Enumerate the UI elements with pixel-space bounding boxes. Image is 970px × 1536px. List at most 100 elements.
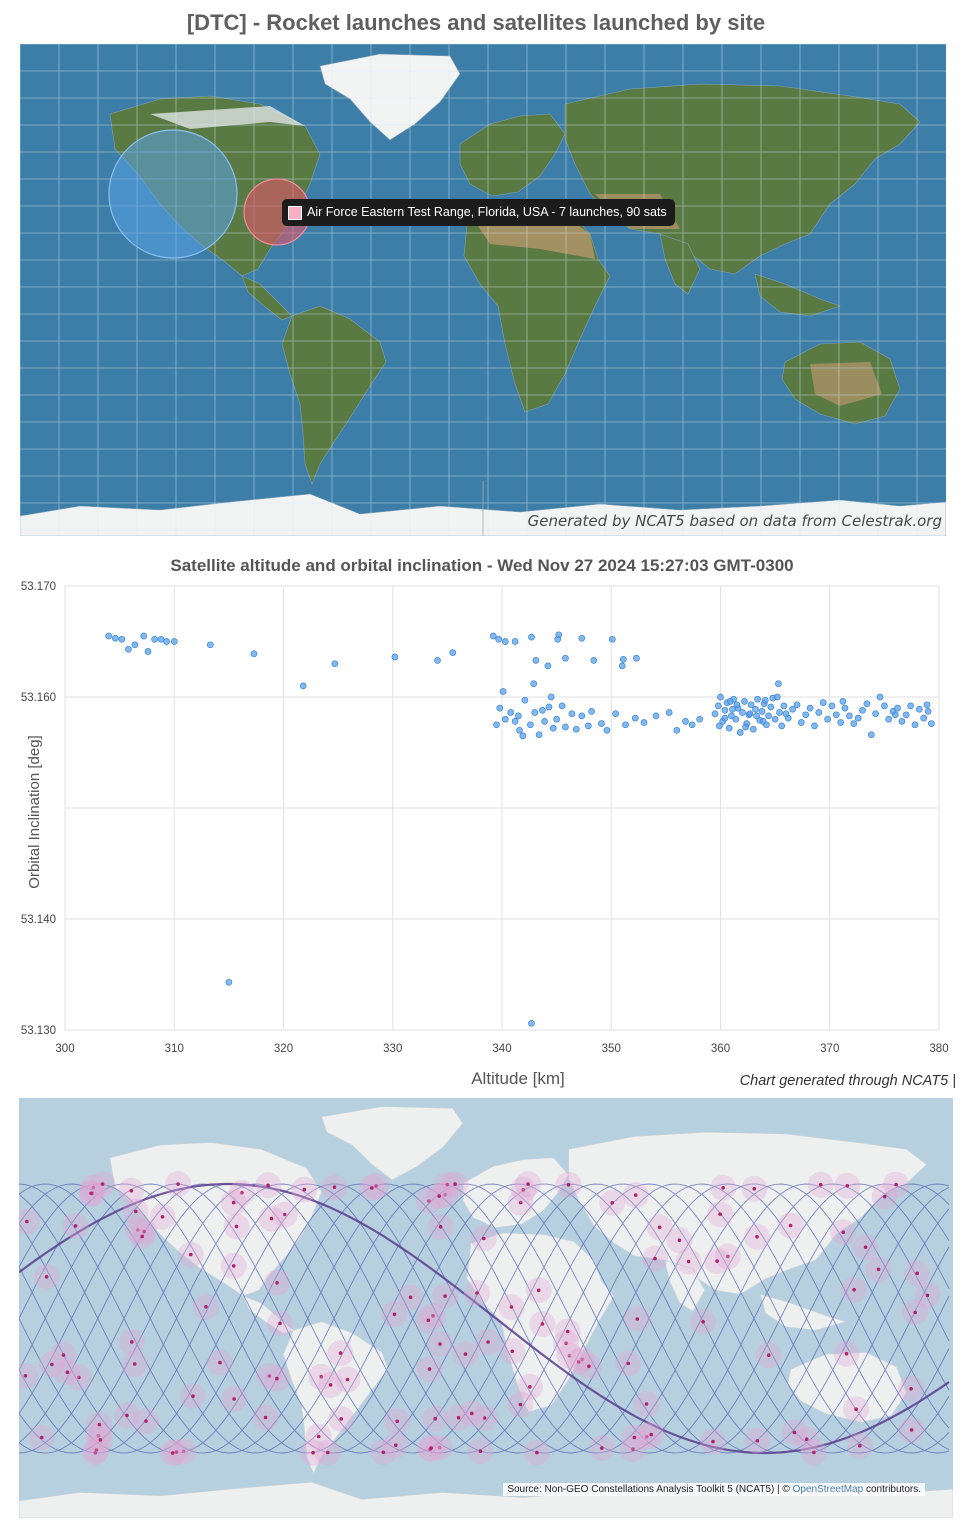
data-point [511, 638, 519, 645]
satellite-point [463, 1352, 468, 1356]
satellite-point [653, 1256, 657, 1261]
satellite-point [580, 1357, 584, 1362]
satellite-point [204, 1305, 208, 1309]
satellite-point [302, 1187, 307, 1192]
launch-sites-map[interactable] [20, 44, 946, 536]
data-point [105, 632, 113, 640]
satellite-point [565, 1329, 570, 1334]
map-grid [20, 44, 946, 536]
data-point [881, 702, 888, 710]
continent-greenland [319, 53, 461, 141]
satellite-point [174, 1450, 179, 1454]
satellite-point [486, 1340, 490, 1344]
satellite-point [427, 1367, 432, 1371]
satellite-point [788, 1223, 793, 1228]
data-point [761, 696, 769, 704]
satellite-point [644, 1435, 649, 1439]
data-point [578, 634, 586, 642]
satellite-point [633, 1193, 638, 1197]
satellite-point [98, 1438, 103, 1442]
satellite-point [509, 1305, 514, 1309]
satellite-point [374, 1184, 378, 1188]
data-point [775, 680, 782, 688]
data-point [501, 638, 509, 645]
data-point [521, 696, 529, 704]
data-point [652, 712, 660, 720]
data-point [499, 688, 507, 695]
satellite-point [61, 1353, 66, 1357]
data-point [527, 721, 534, 729]
satellite-point [925, 1293, 930, 1298]
x-tick-label: 360 [711, 1043, 730, 1055]
satellite-point [470, 1411, 474, 1416]
satellite-point [136, 1228, 140, 1232]
satellite-point [394, 1443, 398, 1447]
satellite-point [125, 1413, 129, 1418]
data-point [717, 693, 724, 701]
data-point [562, 654, 569, 662]
data-point [728, 712, 735, 720]
data-point [489, 632, 497, 640]
ground-track-map[interactable]: Source: Non-GEO Constellations Analysis … [19, 1098, 953, 1518]
data-point [872, 710, 879, 718]
data-point [924, 708, 932, 715]
satellite-point [345, 1377, 350, 1382]
data-point [619, 655, 627, 663]
osm-link[interactable]: OpenStreetMap [792, 1484, 864, 1495]
data-point [151, 635, 158, 643]
orbit-track [19, 1183, 950, 1454]
satellite-footprint [19, 1208, 40, 1235]
data-point [746, 710, 754, 718]
attribution-prefix: Source: Non-GEO Constellations Analysis … [507, 1484, 793, 1495]
satellite-point [339, 1417, 344, 1421]
data-point [206, 641, 214, 649]
satellite-point [528, 1385, 532, 1389]
satellite-point [96, 1433, 101, 1438]
data-point [493, 721, 500, 729]
satellite-point [181, 1449, 186, 1454]
data-point [759, 718, 767, 725]
data-point [898, 718, 906, 725]
altitude-inclination-chart[interactable]: 300 310 320 330 340 350 360 370 380 53.130 53.140 5… [0, 576, 970, 1091]
scatter-plot: 300 310 320 330 340 350 360 370 380 53.130 53.140 5… [21, 581, 949, 1088]
data-point [495, 635, 503, 643]
continent-greenland [321, 1106, 464, 1181]
satellites [19, 1171, 941, 1466]
data-point [806, 704, 814, 712]
satellite-point [93, 1450, 98, 1455]
satellite-point [632, 1435, 637, 1440]
data-point [118, 635, 126, 643]
satellite-point [218, 1360, 222, 1365]
satellite-point [677, 1238, 682, 1242]
data-point [867, 731, 875, 739]
data-point [696, 715, 704, 723]
satellite-point [443, 1192, 447, 1197]
satellite-point [649, 1432, 653, 1437]
data-point [891, 711, 899, 719]
satellite-point [142, 1229, 146, 1234]
map-attribution: Source: Non-GEO Constellations Analysis … [503, 1483, 925, 1496]
satellite-point [338, 1351, 343, 1355]
orbit-track [19, 1183, 950, 1454]
data-point [721, 714, 729, 722]
data-point [532, 657, 540, 664]
highlighted-orbit-track [19, 1182, 950, 1455]
data-point [250, 650, 258, 658]
data-point [815, 709, 823, 716]
data-point [747, 701, 755, 709]
satellite-point [431, 1314, 435, 1318]
satellite-point [94, 1448, 99, 1452]
satellite-point [812, 1450, 816, 1455]
data-point [558, 702, 566, 710]
continent-australia [787, 1352, 908, 1423]
data-point [749, 725, 757, 733]
data-point [507, 709, 515, 716]
map-credit: Generated by NCAT5 based on data from Ce… [527, 512, 942, 530]
satellite-point [234, 1224, 239, 1229]
x-tick-label: 300 [55, 1043, 74, 1055]
satellite-point [437, 1445, 442, 1450]
data-point [225, 978, 233, 986]
continent-india [659, 233, 701, 295]
data-point [920, 714, 928, 722]
data-point [568, 710, 576, 718]
